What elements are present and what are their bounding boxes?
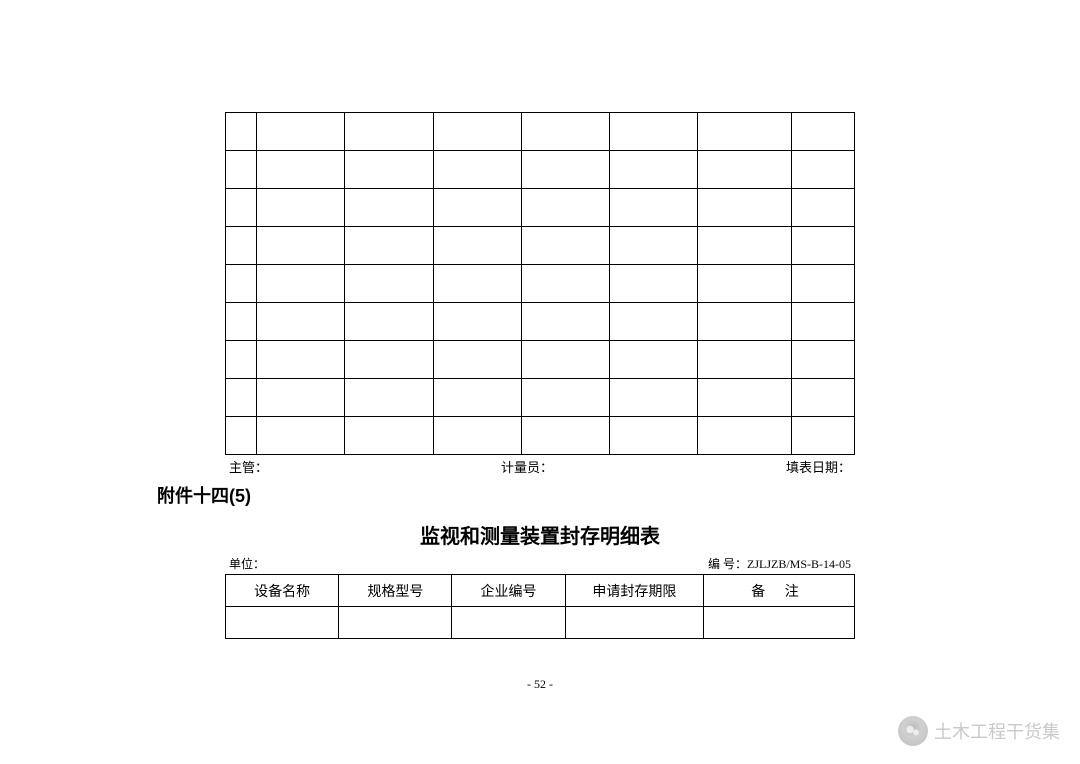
upper-cell xyxy=(697,417,791,455)
doc-number: 编 号：ZJLJZB/MS-B-14-05 xyxy=(708,555,851,572)
signature-row: 主管： 计量员： 填表日期： xyxy=(225,455,855,476)
upper-cell xyxy=(433,189,521,227)
upper-cell xyxy=(697,227,791,265)
upper-cell xyxy=(345,379,433,417)
upper-cell xyxy=(521,341,609,379)
upper-cell xyxy=(226,379,257,417)
upper-cell xyxy=(609,265,697,303)
upper-cell xyxy=(521,265,609,303)
fill-date-label: 填表日期： xyxy=(786,457,851,476)
supervisor-label: 主管： xyxy=(229,457,268,476)
lower-cell xyxy=(226,607,339,639)
upper-cell xyxy=(609,151,697,189)
doc-number-value: ZJLJZB/MS-B-14-05 xyxy=(747,557,851,571)
upper-cell xyxy=(433,151,521,189)
upper-cell xyxy=(226,341,257,379)
lower-header-cell: 备 注 xyxy=(704,575,855,607)
upper-cell xyxy=(609,113,697,151)
lower-header-cell: 设备名称 xyxy=(226,575,339,607)
upper-cell xyxy=(792,227,855,265)
lower-cell xyxy=(704,607,855,639)
upper-cell xyxy=(345,113,433,151)
upper-cell xyxy=(345,151,433,189)
lower-cell xyxy=(339,607,452,639)
upper-cell xyxy=(226,189,257,227)
upper-cell xyxy=(345,227,433,265)
upper-cell xyxy=(697,113,791,151)
watermark: 土木工程干货集 xyxy=(898,716,1060,746)
upper-cell xyxy=(609,379,697,417)
upper-cell xyxy=(521,417,609,455)
upper-cell xyxy=(345,189,433,227)
appendix-label: 附件十四(5) xyxy=(157,482,855,508)
upper-cell xyxy=(257,417,345,455)
upper-cell xyxy=(257,189,345,227)
upper-cell xyxy=(433,341,521,379)
upper-cell xyxy=(697,265,791,303)
upper-cell xyxy=(257,113,345,151)
lower-cell xyxy=(565,607,703,639)
upper-cell xyxy=(345,417,433,455)
unit-label: 单位： xyxy=(229,555,265,572)
upper-cell xyxy=(257,227,345,265)
upper-cell xyxy=(521,379,609,417)
upper-cell xyxy=(792,265,855,303)
upper-cell xyxy=(226,303,257,341)
upper-cell xyxy=(257,341,345,379)
lower-header-cell: 规格型号 xyxy=(339,575,452,607)
storage-detail-table: 设备名称规格型号企业编号申请封存期限备 注 xyxy=(225,574,855,639)
upper-cell xyxy=(609,189,697,227)
doc-number-label: 编 号： xyxy=(708,557,747,571)
page-number: - 52 - xyxy=(225,677,855,692)
form-title: 监视和测量装置封存明细表 xyxy=(225,520,855,549)
upper-cell xyxy=(609,341,697,379)
upper-cell xyxy=(792,379,855,417)
upper-cell xyxy=(433,265,521,303)
upper-cell xyxy=(697,379,791,417)
upper-cell xyxy=(521,303,609,341)
upper-cell xyxy=(792,151,855,189)
upper-cell xyxy=(697,341,791,379)
upper-cell xyxy=(697,151,791,189)
lower-header-cell: 企业编号 xyxy=(452,575,565,607)
upper-cell xyxy=(521,227,609,265)
upper-cell xyxy=(609,227,697,265)
upper-cell xyxy=(792,113,855,151)
upper-cell xyxy=(792,189,855,227)
upper-cell xyxy=(226,265,257,303)
upper-cell xyxy=(226,151,257,189)
recorder-label: 计量员： xyxy=(501,457,553,476)
upper-cell xyxy=(345,265,433,303)
upper-cell xyxy=(433,303,521,341)
upper-cell xyxy=(433,113,521,151)
upper-cell xyxy=(433,417,521,455)
upper-cell xyxy=(697,303,791,341)
upper-cell xyxy=(226,227,257,265)
lower-header-cell: 申请封存期限 xyxy=(565,575,703,607)
upper-cell xyxy=(792,417,855,455)
upper-cell xyxy=(257,265,345,303)
upper-cell xyxy=(345,341,433,379)
watermark-text: 土木工程干货集 xyxy=(934,718,1060,744)
upper-cell xyxy=(609,303,697,341)
upper-cell xyxy=(521,151,609,189)
upper-cell xyxy=(257,303,345,341)
upper-cell xyxy=(226,417,257,455)
upper-cell xyxy=(521,113,609,151)
upper-cell xyxy=(521,189,609,227)
upper-cell xyxy=(345,303,433,341)
upper-cell xyxy=(257,151,345,189)
upper-cell xyxy=(792,303,855,341)
lower-cell xyxy=(452,607,565,639)
wechat-icon xyxy=(898,716,928,746)
upper-cell xyxy=(257,379,345,417)
upper-cell xyxy=(226,113,257,151)
upper-cell xyxy=(433,227,521,265)
upper-cell xyxy=(433,379,521,417)
upper-cell xyxy=(697,189,791,227)
upper-empty-table xyxy=(225,112,855,455)
upper-cell xyxy=(792,341,855,379)
meta-row: 单位： 编 号：ZJLJZB/MS-B-14-05 xyxy=(225,555,855,574)
upper-cell xyxy=(609,417,697,455)
